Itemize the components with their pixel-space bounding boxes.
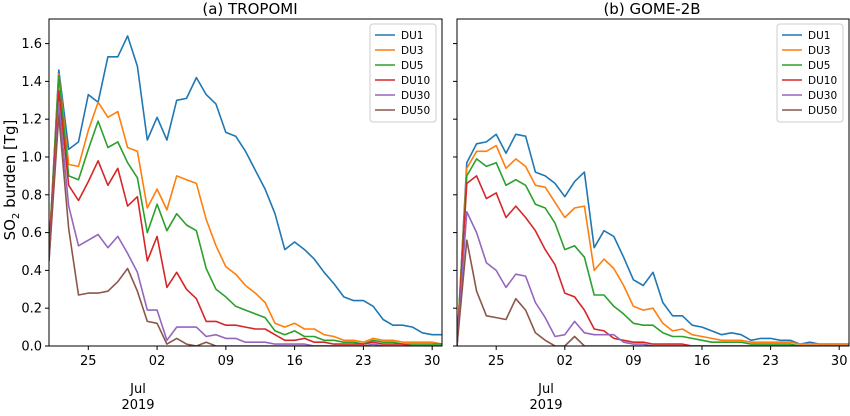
x-tick-label-gome2b-1: 02 (557, 354, 574, 369)
y-tick-label-0: 0.0 (21, 340, 42, 355)
series-line-tropomi-du50 (49, 114, 442, 346)
legend-label-tropomi-du3: DU3 (401, 45, 423, 57)
legend-label-tropomi-du30: DU30 (401, 90, 430, 102)
y-tick-label-2: 0.4 (21, 264, 42, 279)
y-tick-label-1: 0.2 (21, 302, 42, 317)
y-tick-label-7: 1.4 (21, 75, 42, 90)
legend-box-gome2b (776, 23, 844, 123)
legend-label-tropomi-du5: DU5 (401, 60, 423, 72)
series-group-tropomi (49, 35, 442, 346)
legend-label-tropomi-du10: DU10 (401, 75, 430, 87)
panel-title-gome2b: (b) GOME-2B (603, 0, 700, 18)
series-group-gome2b (457, 133, 849, 346)
x-tick-label-gome2b-0: 25 (488, 354, 505, 369)
panel-gome2b: (b) GOME-2B 25 02 09 16 23 30 Jul 2019 DU1 DU3… (453, 0, 850, 413)
month-label-tropomi: Jul (129, 382, 146, 397)
x-tick-label-tropomi-0: 25 (80, 354, 97, 369)
series-line-gome2b-du10 (457, 175, 849, 346)
x-tick-label-tropomi-3: 16 (286, 354, 303, 369)
y-tick-label-4: 0.8 (21, 188, 42, 203)
x-tick-label-tropomi-4: 23 (355, 354, 372, 369)
legend-label-tropomi-du50: DU50 (401, 105, 430, 117)
x-tick-label-tropomi-1: 02 (149, 354, 166, 369)
y-tick-label-5: 1.0 (21, 150, 42, 165)
y-axis-label-sub: 2 (11, 213, 22, 219)
legend-label-gome2b-du30: DU30 (808, 90, 837, 102)
x-tick-label-gome2b-2: 09 (625, 354, 642, 369)
series-line-tropomi-du10 (49, 90, 442, 346)
panel-tropomi: (a) TROPOMI 25 02 09 16 23 30 0.0 0.2 0.4 0.6 0.8 1… (21, 0, 443, 413)
legend-box-tropomi (369, 23, 437, 123)
plot-frame-tropomi (48, 18, 443, 347)
y-tick-label-8: 1.6 (21, 37, 42, 52)
y-axis-label: SO2 burden [Tg] (1, 120, 22, 241)
series-line-gome2b-du3 (457, 144, 849, 346)
y-axis-label-rest: burden [Tg] (1, 120, 19, 213)
series-line-gome2b-du50 (457, 239, 849, 346)
series-line-tropomi-du30 (49, 103, 442, 346)
year-label-tropomi: 2019 (121, 398, 154, 412)
legend-label-gome2b-du10: DU10 (808, 75, 837, 87)
series-line-tropomi-du1 (49, 35, 442, 336)
x-tick-label-gome2b-4: 23 (762, 354, 779, 369)
legend-gome2b: DU1 DU3 DU5 DU10 DU30 DU50 (776, 23, 844, 123)
x-tick-label-gome2b-5: 30 (831, 354, 848, 369)
series-line-tropomi-du3 (49, 73, 442, 345)
legend-label-gome2b-du5: DU5 (808, 60, 830, 72)
legend-label-gome2b-du3: DU3 (808, 45, 830, 57)
y-tick-label-6: 1.2 (21, 113, 42, 128)
series-line-tropomi-du5 (49, 74, 442, 345)
x-tick-label-tropomi-2: 09 (218, 354, 235, 369)
plot-frame-gome2b (456, 18, 850, 347)
panel-title-tropomi: (a) TROPOMI (202, 0, 297, 18)
y-axis-label-main: SO (1, 219, 19, 240)
legend-label-tropomi-du1: DU1 (401, 30, 423, 42)
legend-tropomi: DU1 DU3 DU5 DU10 DU30 DU50 (369, 23, 437, 123)
y-tick-label-3: 0.6 (21, 226, 42, 241)
legend-label-gome2b-du50: DU50 (808, 105, 837, 117)
year-label-gome2b: 2019 (529, 398, 562, 412)
legend-label-gome2b-du1: DU1 (808, 30, 830, 42)
month-label-gome2b: Jul (537, 382, 554, 397)
series-line-gome2b-du5 (457, 158, 849, 346)
x-tick-label-tropomi-5: 30 (424, 354, 441, 369)
x-tick-label-gome2b-3: 16 (694, 354, 711, 369)
series-line-gome2b-du30 (457, 211, 849, 346)
series-line-gome2b-du1 (457, 133, 849, 346)
